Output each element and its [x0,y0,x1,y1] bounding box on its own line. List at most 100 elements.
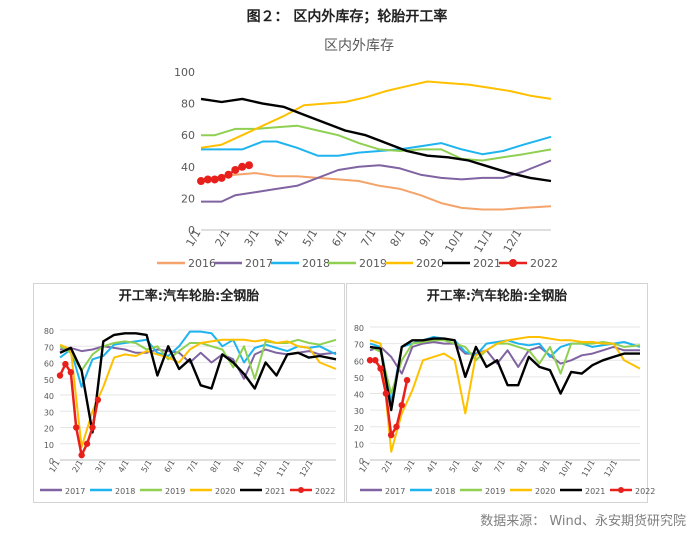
legend-label-2021: 2021 [265,487,285,496]
legend-label-2019: 2019 [485,487,505,496]
data-point-2022 [73,424,80,431]
data-point-2022 [238,162,247,171]
series-line-2019 [369,339,641,395]
data-point-2022 [56,372,64,379]
x-tick-label: 2/1 [380,459,394,475]
y-tick-label: 40 [354,391,364,400]
x-tick-label: 4/1 [425,459,439,475]
data-point-2022 [203,175,212,184]
data-point-2022 [62,360,69,368]
data-point-2022 [245,161,254,170]
legend-label-2020: 2020 [535,487,555,496]
chart-title: 开工率:汽车轮胎:全钢胎 [119,288,259,304]
x-tick-label: 5/1 [448,459,462,475]
y-tick-label: 70 [44,343,54,352]
data-point-2022 [393,423,400,430]
data-point-2022 [398,401,405,409]
data-point-2022 [372,357,379,364]
legend-label-2018: 2018 [435,487,455,496]
data-point-2022 [94,396,102,404]
legend-label-2019: 2019 [165,487,185,496]
series-line-2016 [200,172,552,211]
y-tick-label: 20 [354,424,364,433]
legend-label-2017: 2017 [245,257,273,270]
data-point-2022 [403,377,411,384]
y-tick-label: 80 [181,98,195,111]
x-tick-label: 8/1 [515,459,529,475]
series-line-2017 [201,159,552,203]
x-tick-label: 11/1 [580,459,597,479]
series-line-2017 [369,341,640,375]
series-line-2021 [59,332,337,434]
legend-label-2020: 2020 [215,487,235,496]
data-point-2022 [217,173,226,182]
x-tick-label: 10/1 [557,459,574,479]
y-tick-label: 40 [44,392,54,401]
y-tick-label: 80 [354,324,364,333]
legend-label-2022: 2022 [635,487,655,496]
chart-title: 区内外库存 [324,38,394,54]
legend-marker-2022 [509,259,517,267]
right-chart-frame [346,283,648,503]
left-chart-frame [33,283,345,503]
legend-label-2022: 2022 [315,487,335,496]
y-tick-label: 0 [188,224,195,237]
y-tick-label: 60 [44,360,54,369]
chart-title: 开工率:汽车轮胎:全钢胎 [427,288,567,304]
series-line-2021 [200,97,552,183]
data-point-2022 [366,357,374,364]
x-tick-label: 9/1 [538,459,552,475]
data-point-2022 [224,170,233,179]
y-tick-label: 70 [354,341,364,350]
data-point-2022 [210,175,219,184]
data-point-2022 [197,177,205,186]
x-tick-label: 6/1 [470,459,484,475]
y-tick-label: 0 [359,457,364,466]
y-tick-label: 0 [49,457,54,466]
y-tick-label: 50 [354,374,364,383]
data-point-2022 [83,440,91,447]
data-point-2022 [67,369,75,376]
y-tick-label: 40 [181,161,195,174]
legend-label-2021: 2021 [585,487,605,496]
y-tick-label: 60 [354,357,364,366]
y-tick-label: 10 [354,440,364,449]
legend-label-2021: 2021 [473,257,501,270]
y-tick-label: 20 [181,192,195,205]
series-line-2021 [369,337,640,412]
legend-label-2022: 2022 [530,257,558,270]
y-tick-label: 20 [44,425,54,434]
data-point-2022 [387,431,395,439]
source-note: 数据来源： Wind、永安期货研究院 [480,514,686,529]
y-tick-label: 30 [44,408,54,417]
legend-label-2018: 2018 [115,487,135,496]
series-line-2018 [59,330,337,388]
x-tick-label: 7/1 [493,459,507,475]
x-tick-label: 12/1 [602,459,619,479]
legend-label-2018: 2018 [302,257,330,270]
legend-label-2016: 2016 [188,257,216,270]
series-line-2020 [200,80,552,149]
y-tick-label: 60 [181,129,195,142]
y-tick-label: 80 [44,327,54,336]
legend-label-2017: 2017 [385,487,405,496]
y-tick-label: 50 [44,376,54,385]
data-point-2022 [231,165,240,174]
data-point-2022 [382,390,390,397]
series-line-2019 [59,338,337,380]
data-point-2022 [89,424,96,431]
legend-label-2017: 2017 [65,487,85,496]
x-tick-label: 3/1 [403,459,417,475]
series-line-2019 [201,124,552,162]
series-line-2020 [59,338,337,448]
legend-label-2019: 2019 [359,257,387,270]
series-line-2018 [201,135,552,157]
series-line-2020 [369,336,641,453]
legend-label-2020: 2020 [416,257,444,270]
legend-marker-2022 [298,487,304,493]
figure-title: 图２： 区内外库存；轮胎开工率 [246,9,448,25]
y-tick-label: 100 [174,66,195,79]
